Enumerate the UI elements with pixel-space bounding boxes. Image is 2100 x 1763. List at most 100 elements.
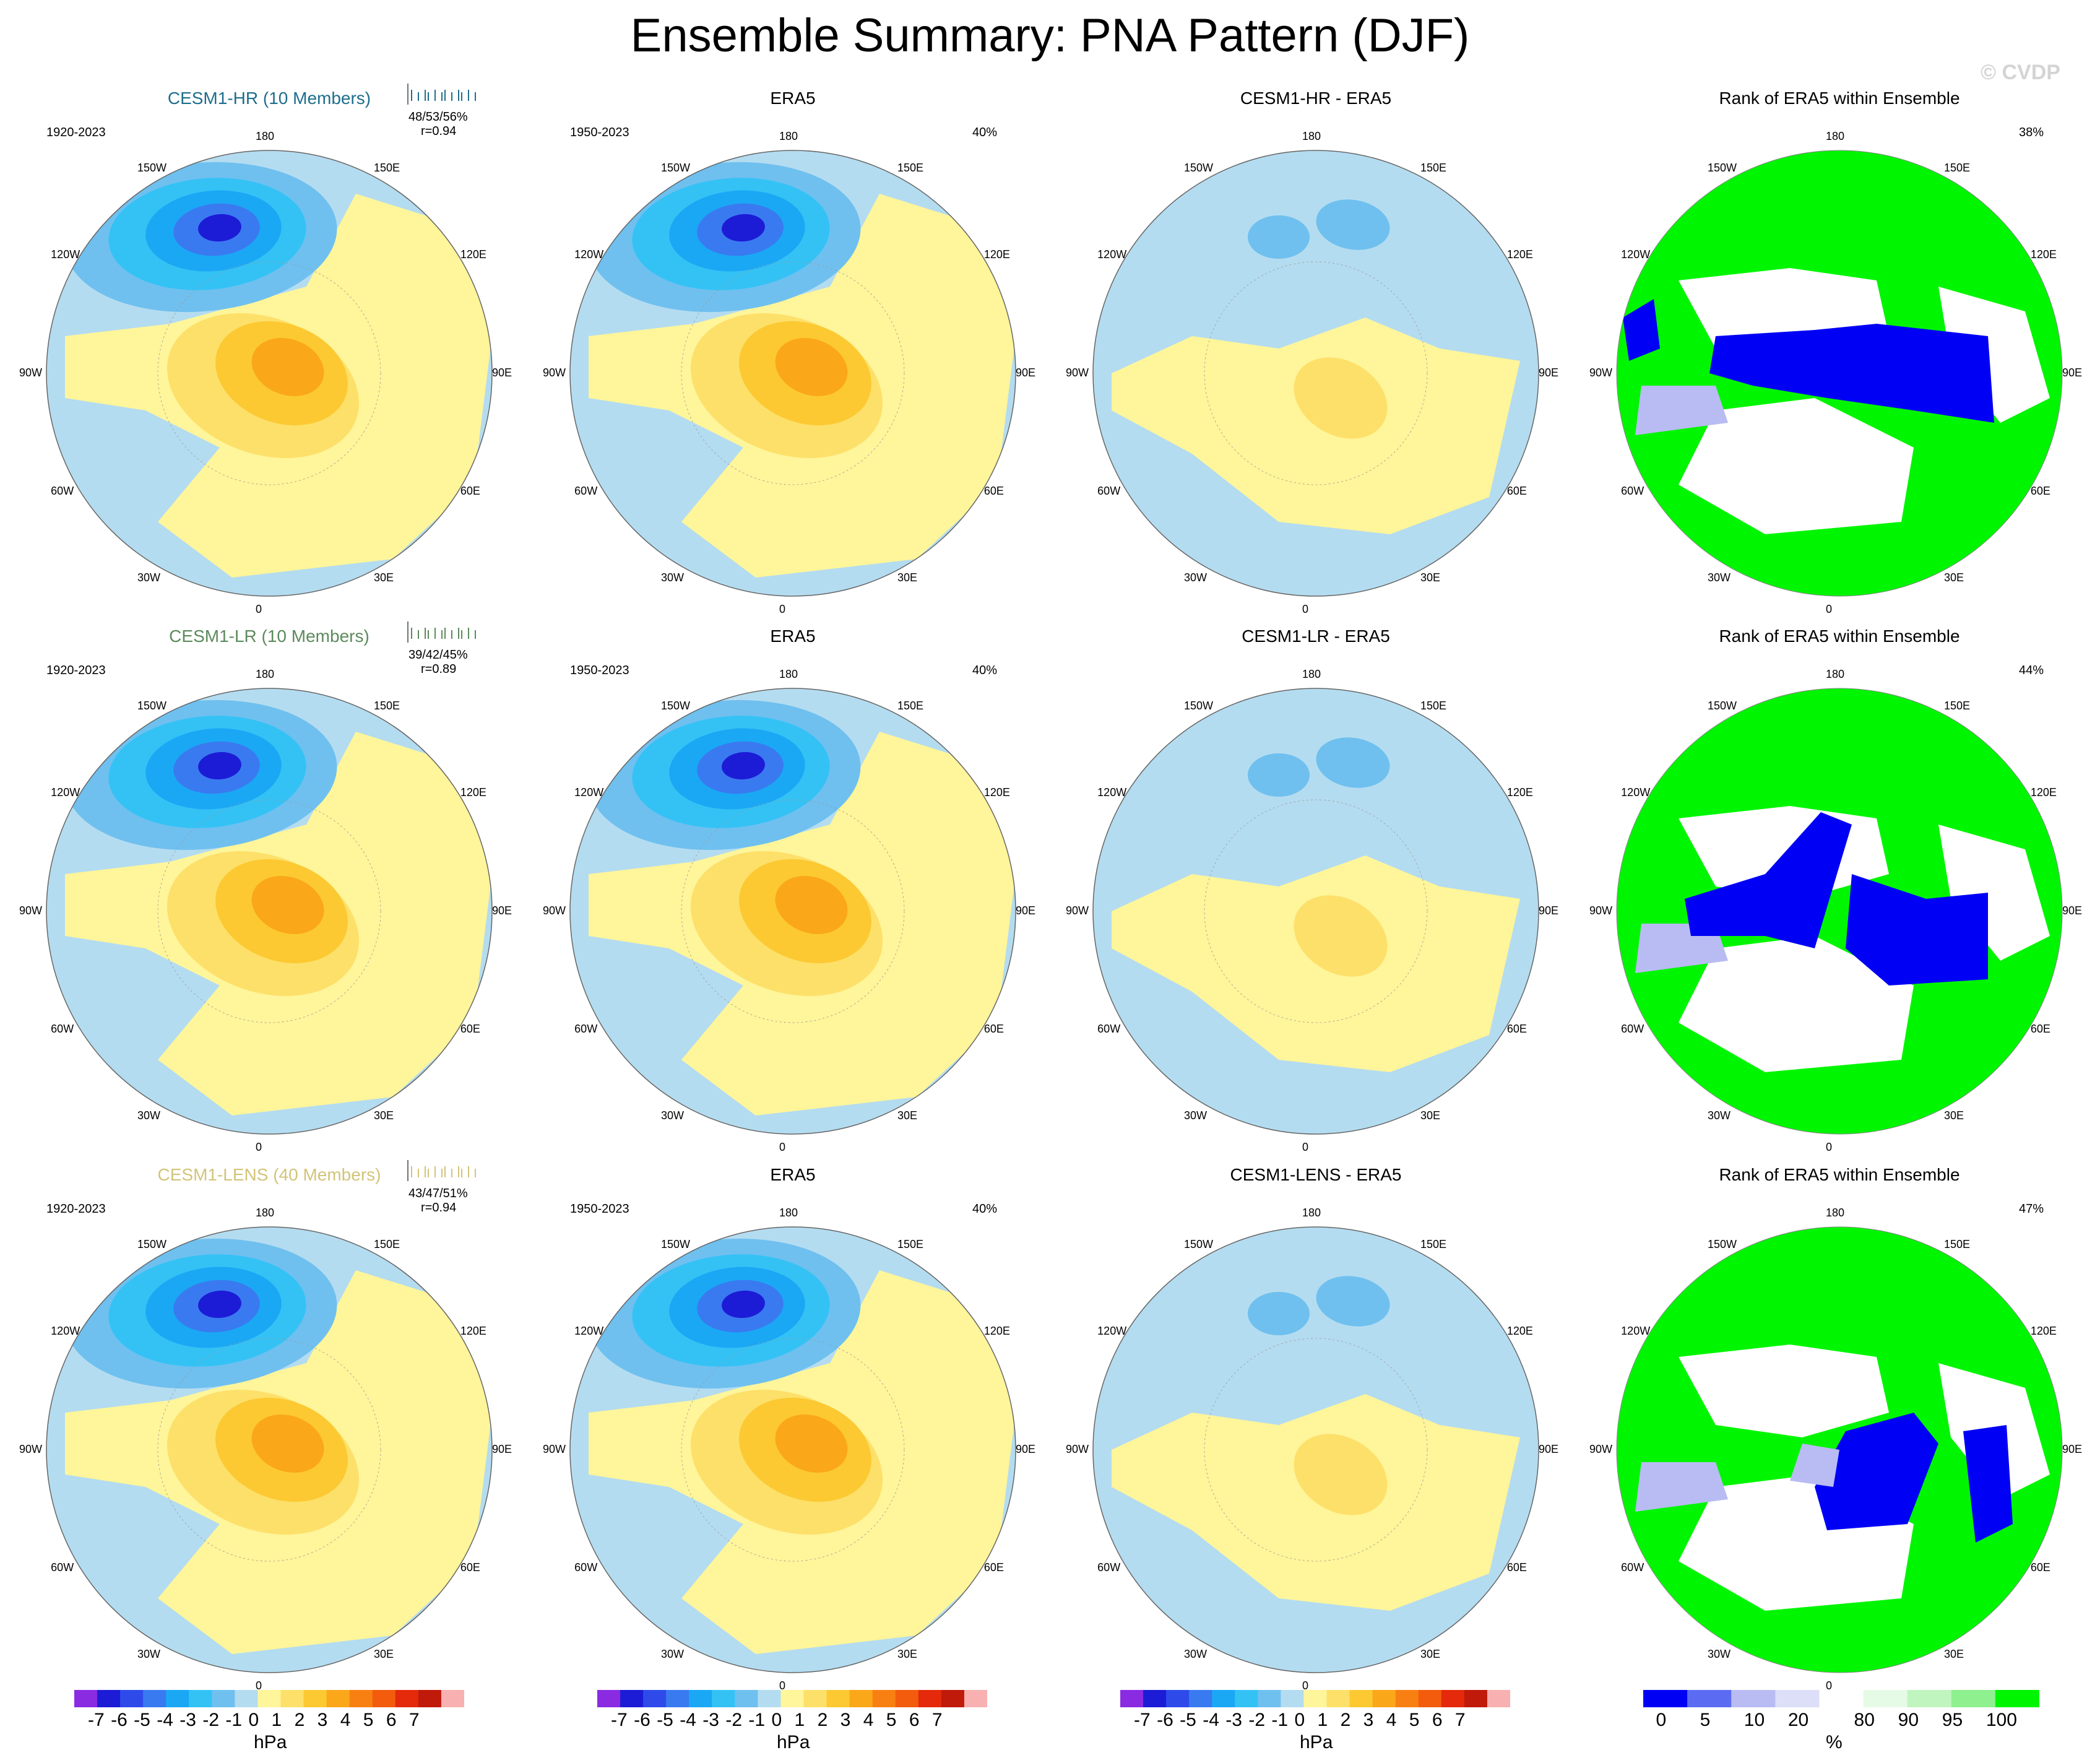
longitude-label: 90W <box>1589 366 1613 379</box>
hpa-colorbar-tick: 0 <box>1294 1710 1305 1730</box>
longitude-label: 90E <box>1539 1443 1559 1455</box>
hpa-colorbar-tick: 6 <box>1432 1710 1443 1730</box>
colorbar-swatch <box>372 1690 396 1707</box>
longitude-label: 90W <box>1066 1443 1089 1455</box>
longitude-label: 120E <box>2030 786 2057 799</box>
longitude-label: 150E <box>1944 700 1971 713</box>
hpa-colorbar-tick: -5 <box>657 1710 673 1730</box>
colorbar-swatch <box>303 1690 327 1707</box>
model-years: 1920-2023 <box>46 664 106 677</box>
hpa-colorbar-unit: hPa <box>1300 1732 1333 1752</box>
rank-white-region <box>1938 825 2050 961</box>
colorbar-swatch <box>349 1690 373 1707</box>
longitude-label: 150E <box>897 162 924 175</box>
hpa-colorbar-tick: -4 <box>680 1710 696 1730</box>
longitude-label: 120W <box>1097 248 1127 261</box>
longitude-label: 120E <box>2030 248 2057 261</box>
longitude-label: 0 <box>1302 1679 1309 1692</box>
rank-white-region <box>1938 287 2050 423</box>
longitude-label: 120E <box>460 786 486 799</box>
longitude-label: 30E <box>897 571 918 584</box>
rank-lav-region <box>1635 386 1728 435</box>
colorbar-swatch <box>1372 1690 1396 1707</box>
rank-map <box>1616 688 2063 1135</box>
model-title: CESM1-LR (10 Members) <box>169 626 369 646</box>
model-stats: 43/47/51% <box>408 1187 468 1200</box>
negative-contour <box>1316 199 1390 250</box>
colorbar-swatch <box>620 1690 644 1707</box>
colorbar-swatch <box>712 1690 735 1707</box>
colorbar-swatch <box>849 1690 873 1707</box>
longitude-label: 60E <box>1506 1561 1527 1574</box>
positive-contour <box>775 875 848 935</box>
longitude-label: 150E <box>1944 1238 1971 1251</box>
longitude-label: 90E <box>2062 1443 2083 1455</box>
ensemble-spread-strip <box>407 622 476 643</box>
longitude-label: 60E <box>983 1023 1004 1035</box>
hpa-colorbar-tick: 1 <box>1317 1710 1328 1730</box>
longitude-label: 120W <box>1621 248 1651 261</box>
colorbar-swatch <box>441 1690 464 1707</box>
colorbar-swatch <box>166 1690 189 1707</box>
longitude-label: 150E <box>1420 162 1447 175</box>
longitude-label: 150E <box>1420 1238 1447 1251</box>
longitude-label: 90E <box>492 366 512 379</box>
rank-colorbar-unit: % <box>1826 1732 1843 1752</box>
longitude-label: 0 <box>779 1141 786 1153</box>
model-map <box>46 688 493 1135</box>
hpa-colorbar-tick: 4 <box>863 1710 874 1730</box>
rank-colorbar-tick: 90 <box>1898 1710 1919 1730</box>
colorbar-swatch <box>666 1690 689 1707</box>
longitude-label: 180 <box>1826 1206 1845 1219</box>
longitude-label: 30W <box>1184 1109 1208 1122</box>
model-stats: 48/53/56% <box>408 110 468 124</box>
colorbar-swatch <box>1907 1690 1952 1707</box>
longitude-label: 0 <box>1826 1141 1833 1153</box>
model-correlation: r=0.94 <box>421 124 457 138</box>
longitude-label: 120E <box>2030 1325 2057 1337</box>
diff-title: CESM1-LR - ERA5 <box>1242 626 1390 646</box>
model-stats: 39/42/45% <box>408 648 468 662</box>
longitude-label: 180 <box>1826 668 1845 680</box>
longitude-label: 150W <box>137 700 167 713</box>
rank-colorbar-tick: 20 <box>1787 1710 1809 1730</box>
longitude-label: 0 <box>256 1679 262 1692</box>
longitude-label: 120W <box>574 786 604 799</box>
hpa-colorbar-tick: 5 <box>363 1710 374 1730</box>
colorbar-swatch <box>235 1690 258 1707</box>
longitude-label: 60E <box>460 485 480 497</box>
longitude-label: 90E <box>2062 366 2083 379</box>
colorbar-swatch <box>257 1690 282 1707</box>
rank-percent: 47% <box>2019 1202 2044 1216</box>
colorbar-swatch <box>1951 1690 1996 1707</box>
longitude-label: 60W <box>1097 1561 1121 1574</box>
hpa-colorbar-swatches <box>597 1690 987 1707</box>
longitude-label: 30E <box>1420 1109 1441 1122</box>
colorbar-swatch <box>918 1690 942 1707</box>
colorbar-swatch <box>758 1690 781 1707</box>
model-correlation: r=0.94 <box>421 1201 457 1215</box>
hpa-colorbar-swatches <box>74 1690 464 1707</box>
diff-map <box>1092 150 1539 597</box>
rank-white-region <box>1679 1345 1889 1437</box>
longitude-label: 30E <box>374 571 394 584</box>
obs-years: 1950-2023 <box>570 1202 629 1216</box>
longitude-label: 30W <box>1708 1109 1731 1122</box>
longitude-label: 120E <box>1506 1325 1533 1337</box>
positive-contour <box>251 875 324 935</box>
colorbar-swatch <box>143 1690 166 1707</box>
colorbar-swatch <box>1326 1690 1350 1707</box>
longitude-label: 60W <box>574 485 598 497</box>
colorbar-swatch <box>280 1690 305 1707</box>
hpa-colorbar-tick: 3 <box>1363 1710 1374 1730</box>
longitude-label: 60W <box>1097 1023 1121 1035</box>
rank-percent: 38% <box>2019 126 2044 139</box>
diff-map <box>1092 1226 1539 1673</box>
longitude-label: 90W <box>1589 904 1613 917</box>
model-map <box>46 150 493 597</box>
colorbar-swatch <box>418 1690 442 1707</box>
longitude-label: 60W <box>51 1023 74 1035</box>
longitude-label: 90E <box>1539 904 1559 917</box>
longitude-label: 90W <box>19 1443 43 1455</box>
colorbar-swatch <box>74 1690 98 1707</box>
